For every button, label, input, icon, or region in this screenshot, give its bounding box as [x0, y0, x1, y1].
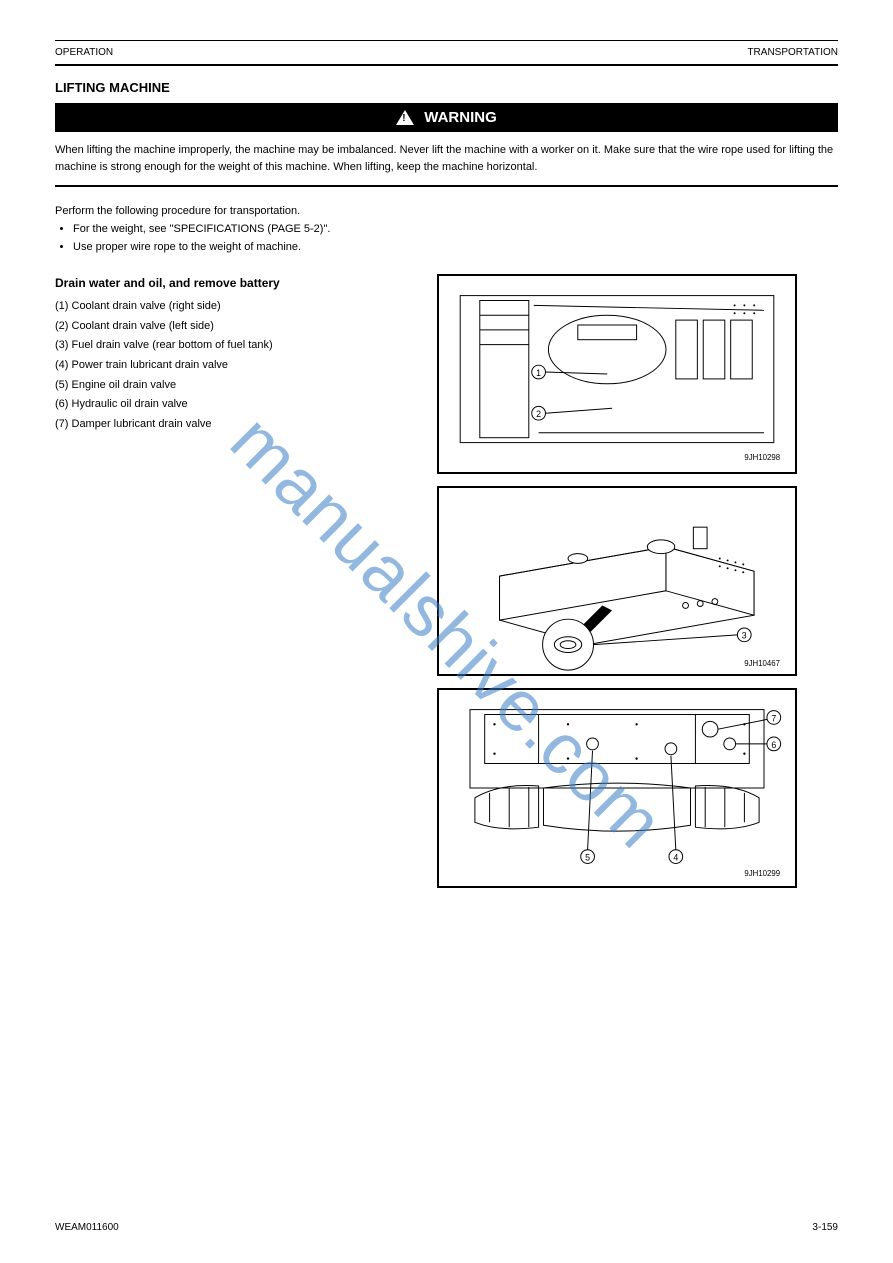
- figure-2-col: 3 9JH10467: [437, 486, 838, 676]
- footer: WEAM011600 3-159: [55, 1222, 838, 1233]
- page-container: OPERATION TRANSPORTATION LIFTING MACHINE…: [0, 0, 893, 930]
- warning-body: When lifting the machine improperly, the…: [55, 142, 838, 175]
- divider: [55, 185, 838, 187]
- list-item: (2) Coolant drain valve (left side): [55, 318, 425, 336]
- spacer-3: [55, 688, 425, 888]
- perform-list: For the weight, see "SPECIFICATIONS (PAG…: [55, 221, 838, 256]
- list-item: Use proper wire rope to the weight of ma…: [73, 239, 838, 257]
- figure-3-col: 5 4 6 7 9JH10299: [437, 688, 838, 888]
- figure-1: 1 2 9JH10298: [437, 274, 797, 474]
- list-item: (7) Damper lubricant drain valve: [55, 416, 425, 434]
- drain-section: Drain water and oil, and remove battery …: [55, 274, 425, 474]
- figure-3-id: 9JH10299: [744, 869, 780, 878]
- list-item: For the weight, see "SPECIFICATIONS (PAG…: [73, 221, 838, 239]
- header-right: TRANSPORTATION: [747, 47, 838, 58]
- warning-triangle-icon: [396, 110, 414, 125]
- svg-text:2: 2: [536, 409, 541, 419]
- list-item: (6) Hydraulic oil drain valve: [55, 396, 425, 414]
- content-row-1: Drain water and oil, and remove battery …: [55, 274, 838, 474]
- svg-text:6: 6: [771, 740, 776, 750]
- header-rule-bottom: [55, 64, 838, 66]
- svg-text:1: 1: [536, 368, 541, 378]
- svg-text:7: 7: [771, 714, 776, 724]
- drain-title: Drain water and oil, and remove battery: [55, 274, 425, 292]
- list-item: (5) Engine oil drain valve: [55, 377, 425, 395]
- section-title: LIFTING MACHINE: [55, 80, 838, 95]
- perform-intro: Perform the following procedure for tran…: [55, 205, 838, 217]
- drain-list: (1) Coolant drain valve (right side) (2)…: [55, 298, 425, 433]
- figure-1-svg: 1 2 9JH10298: [439, 276, 795, 472]
- figure-1-col: 1 2 9JH10298: [437, 274, 838, 474]
- header-row: OPERATION TRANSPORTATION: [55, 47, 838, 58]
- list-item: (1) Coolant drain valve (right side): [55, 298, 425, 316]
- figure-2-svg: 3 9JH10467: [439, 488, 795, 674]
- svg-text:5: 5: [585, 853, 590, 863]
- warning-bar: WARNING: [55, 103, 838, 132]
- warning-label: WARNING: [424, 109, 497, 126]
- figure-2-id: 9JH10467: [744, 659, 780, 668]
- figure-2: 3 9JH10467: [437, 486, 797, 676]
- content-row-3: 5 4 6 7 9JH10299: [55, 688, 838, 888]
- figure-3: 5 4 6 7 9JH10299: [437, 688, 797, 888]
- svg-text:3: 3: [742, 631, 747, 641]
- footer-left: WEAM011600: [55, 1222, 119, 1233]
- header-rule-top: [55, 40, 838, 41]
- list-item: (3) Fuel drain valve (rear bottom of fue…: [55, 337, 425, 355]
- header-left: OPERATION: [55, 47, 113, 58]
- figure-3-svg: 5 4 6 7 9JH10299: [439, 690, 795, 886]
- list-item: (4) Power train lubricant drain valve: [55, 357, 425, 375]
- footer-right: 3-159: [812, 1222, 838, 1233]
- svg-text:4: 4: [673, 853, 678, 863]
- figure-1-id: 9JH10298: [744, 453, 780, 462]
- content-row-2: 3 9JH10467: [55, 486, 838, 676]
- spacer-2: [55, 486, 425, 676]
